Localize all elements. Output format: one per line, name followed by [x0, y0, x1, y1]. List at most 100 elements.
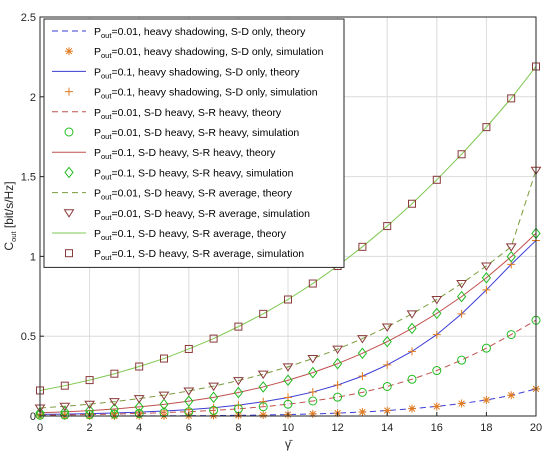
series-11-point — [184, 344, 193, 353]
series-9-point — [108, 398, 120, 407]
legend-entry-8: Pout=0.01, S-D heavy, S-R average, theor… — [94, 188, 293, 202]
series-3-point — [358, 372, 367, 381]
series-5-point — [283, 399, 293, 409]
series-9-point — [332, 345, 344, 355]
series-1-point — [259, 411, 268, 420]
y-tick-label: 0.5 — [21, 331, 36, 343]
legend-entry-rest: =0.1, S-D heavy, S-R average, simulation — [111, 248, 304, 260]
series-7-point — [506, 250, 516, 263]
series-7-point — [456, 290, 467, 303]
legend-entry-sub: out — [101, 31, 112, 40]
series-7-point — [382, 335, 392, 348]
legend-entry-rest: =0.01, heavy shadowing, S-D only, theory — [111, 26, 306, 38]
series-5-point — [357, 387, 367, 397]
series-11-point — [60, 381, 69, 390]
series-11-point — [482, 123, 491, 132]
y-tick-label: 0 — [30, 411, 36, 423]
series-7-point — [134, 401, 144, 413]
series-3-point — [457, 309, 466, 318]
x-tick-label: 12 — [331, 422, 343, 434]
legend-entry-11: Pout=0.1, S-D heavy, S-R average, simula… — [94, 248, 304, 262]
x-tick-label: 0 — [37, 422, 43, 434]
series-markers-9 — [34, 166, 542, 413]
series-1-point — [457, 399, 466, 408]
legend-entry-main: P — [94, 208, 101, 220]
x-axis-ticks: 0 2 4 6 8 10 12 14 16 18 20 — [37, 412, 542, 434]
legend-swatch-marker — [64, 127, 74, 137]
series-11-point — [507, 94, 516, 103]
y-axis-label-main: C — [2, 242, 16, 251]
series-7-point — [233, 386, 244, 399]
series-9-point — [257, 370, 269, 380]
series-3-point — [383, 360, 392, 369]
series-11-point — [408, 199, 416, 208]
x-tick-label: 10 — [282, 422, 294, 434]
series-1-point — [482, 396, 491, 405]
legend-entry-main: P — [94, 66, 101, 78]
series-markers-11 — [36, 62, 540, 395]
series-7-point — [332, 357, 343, 370]
series-1-point — [358, 408, 367, 417]
legend-swatch-marker — [65, 249, 73, 258]
series-3-point — [432, 330, 441, 339]
legend-entry-main: P — [94, 46, 101, 58]
series-3-point — [408, 347, 416, 356]
series-5-point — [407, 374, 417, 384]
series-9-point — [158, 391, 170, 401]
legend-entry-10: Pout=0.1, S-D heavy, S-R average, theory — [94, 228, 287, 242]
y-axis-label: Cout [bit/s/Hz] — [2, 181, 18, 250]
series-11-point — [432, 175, 441, 184]
series-7-point — [208, 391, 219, 404]
series-11-point — [135, 362, 144, 371]
legend-swatch-marker — [63, 209, 75, 218]
legend-entry-rest: =0.1, S-D heavy, S-R heavy, simulation — [111, 167, 293, 179]
legend-entry-rest: =0.01, S-D heavy, S-R average, theory — [111, 188, 292, 200]
x-tick-label: 14 — [381, 422, 393, 434]
legend-entry-main: P — [94, 107, 101, 119]
legend-entry-sub: out — [101, 213, 112, 222]
legend-entry-rest: =0.1, heavy shadowing, S-D only, simulat… — [111, 87, 317, 99]
legend-entry-rest: =0.01, S-D heavy, S-R heavy, simulation — [111, 127, 299, 139]
legend: Pout=0.01, heavy shadowing, S-D only, th… — [43, 18, 345, 268]
series-9-point — [406, 310, 418, 319]
series-5-point — [308, 396, 318, 406]
series-3-point — [308, 388, 317, 397]
series-7-point — [60, 406, 70, 418]
y-tick-label: 1 — [30, 251, 36, 263]
series-9-point — [381, 323, 393, 332]
legend-swatch-marker — [64, 166, 74, 179]
series-3-point — [333, 381, 342, 390]
series-7-point — [159, 398, 169, 411]
legend-entry-sub: out — [101, 253, 112, 262]
series-11-point — [234, 322, 243, 331]
series-11-point — [110, 369, 119, 378]
series-7-point — [35, 407, 45, 419]
legend-entry-sub: out — [101, 193, 112, 202]
legend-entry-3: Pout=0.1, heavy shadowing, S-D only, sim… — [94, 87, 318, 101]
legend-entry-main: P — [94, 167, 101, 179]
legend-entry-sub: out — [101, 51, 112, 60]
series-5-point — [506, 330, 516, 340]
x-axis-label: γ̄ — [285, 437, 293, 451]
series-11-point — [457, 150, 466, 159]
series-1-point — [507, 391, 516, 400]
legend-entry-main: P — [94, 188, 101, 200]
series-line-10 — [39, 66, 537, 391]
series-5-point — [109, 409, 119, 419]
series-line-4 — [39, 319, 537, 416]
legend-swatch-marker — [65, 47, 73, 56]
series-11-point — [308, 279, 317, 288]
legend-entry-0: Pout=0.01, heavy shadowing, S-D only, th… — [94, 26, 306, 40]
series-9-point — [307, 355, 319, 364]
series-3-point — [482, 285, 491, 294]
legend-entry-main: P — [94, 147, 101, 159]
legend-entry-sub: out — [101, 132, 112, 141]
series-9-point — [505, 243, 517, 252]
legend-entry-main: P — [94, 248, 101, 260]
series-5-point — [382, 381, 392, 391]
series-11-point — [259, 309, 268, 318]
legend-entry-main: P — [94, 26, 101, 38]
legend-entry-9: Pout=0.01, S-D heavy, S-R average, simul… — [94, 208, 310, 222]
y-tick-label: 2.5 — [21, 12, 36, 24]
legend-entry-7: Pout=0.1, S-D heavy, S-R heavy, simulati… — [94, 167, 294, 181]
